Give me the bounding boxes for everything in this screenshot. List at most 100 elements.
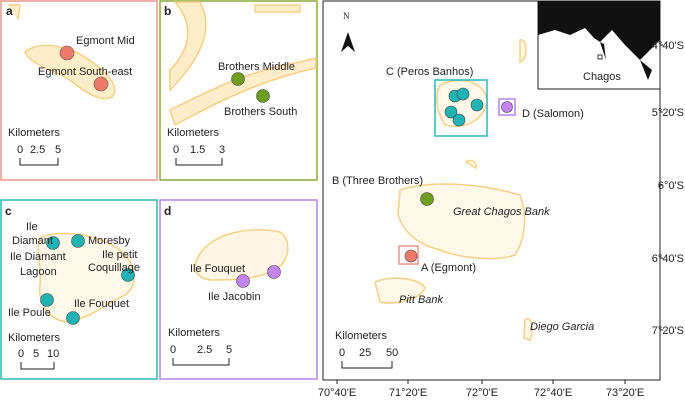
panel-a: a Egmont Mid Egmont South-east Kilometer… — [0, 0, 158, 181]
site-label: Ile Fouquet — [74, 298, 129, 310]
scale-title: Kilometers — [335, 330, 387, 342]
panel-d: d Ile Fouquet Ile Jacobin Kilometers 0 2… — [159, 199, 318, 380]
site-label: Ile Diamant — [10, 251, 66, 263]
site-label: Brothers South — [224, 106, 297, 118]
site-dot — [452, 113, 466, 127]
panel-frame — [0, 0, 158, 181]
site-dot — [236, 274, 250, 288]
reef — [169, 1, 207, 92]
site-label: C (Peros Banhos) — [386, 66, 473, 78]
pitt-bank — [374, 277, 426, 304]
reef — [464, 39, 533, 341]
scale-tick: 5 — [55, 144, 61, 156]
scale-title: Kilometers — [167, 127, 219, 139]
site-label: Ile Poule — [8, 307, 51, 319]
site-box — [398, 245, 419, 265]
site-label: Ile — [26, 221, 38, 233]
site-label: Coquillage — [88, 262, 140, 274]
place-label: Great Chagos Bank — [453, 206, 550, 218]
x-tick-label: 72°40'E — [534, 387, 572, 399]
scale-tick: 0 — [170, 344, 176, 356]
place-label: Pitt Bank — [399, 294, 444, 306]
scale-bar — [172, 358, 230, 366]
main-map: N Chagos C (Peros Banhos) D (Salomon) B … — [318, 0, 684, 399]
scale-tick: 10 — [47, 348, 59, 360]
scale-bar — [175, 158, 223, 166]
panel-letter: c — [5, 204, 12, 218]
x-axis: 70°40'E 71°20'E 72°0'E 72°40'E 73°20'E — [318, 380, 644, 399]
scale-tick: 25 — [359, 347, 371, 359]
scale-tick: 5 — [226, 344, 232, 356]
place-label: Diego Garcia — [530, 321, 594, 333]
scale-tick: 0 — [173, 144, 179, 156]
panel-letter: b — [164, 4, 171, 18]
site-dot — [231, 72, 245, 86]
scale-tick: 2.5 — [30, 144, 45, 156]
reef — [254, 4, 301, 13]
x-tick-label: 70°40'E — [318, 387, 356, 399]
scale-bar — [341, 361, 393, 369]
site-label: Egmont South-east — [38, 66, 132, 78]
x-tick-label: 72°0'E — [466, 387, 498, 399]
scale-tick: 2.5 — [197, 344, 212, 356]
site-label: D (Salomon) — [522, 108, 584, 120]
site-dot — [121, 268, 135, 282]
site-dot — [46, 236, 60, 250]
site-dot — [404, 249, 418, 263]
site-box — [498, 98, 516, 116]
reef — [8, 4, 21, 21]
site-dot — [444, 105, 458, 119]
site-dot — [501, 101, 513, 113]
scale-title: Kilometers — [8, 127, 60, 139]
site-dot — [470, 98, 484, 112]
site-label: Ile petit — [102, 249, 137, 261]
panel-b: b Brothers Middle Brothers South Kilomet… — [159, 0, 318, 181]
reef — [169, 57, 317, 127]
site-label: Ile Fouquet — [190, 263, 245, 275]
axis-ticks — [660, 44, 663, 331]
site-label: Diamant — [12, 235, 53, 247]
site-dot — [59, 45, 75, 61]
scale-tick: 0 — [18, 348, 24, 360]
y-tick-label: 6°0'S — [658, 180, 684, 192]
site-dot — [456, 87, 470, 101]
north-arrow — [341, 32, 355, 52]
scale-tick: 1.5 — [190, 144, 205, 156]
site-dot — [71, 234, 85, 248]
y-tick-label: 7°20'S — [652, 325, 684, 337]
atoll — [37, 232, 135, 323]
inset-marker — [597, 54, 603, 60]
site-dot — [66, 311, 80, 325]
site-label: Ile Jacobin — [208, 291, 261, 303]
site-dot — [256, 89, 270, 103]
scale-title: Kilometers — [168, 327, 220, 339]
y-tick-label: 4°40'S — [652, 40, 684, 52]
x-tick-label: 71°20'E — [389, 387, 427, 399]
scale-tick: 0 — [17, 144, 23, 156]
site-dot — [93, 76, 109, 92]
panel-c: c Ile Diamant Moresby Ile petit Coquilla… — [0, 199, 158, 380]
site-label: Lagoon — [20, 266, 57, 278]
y-tick-label: 5°20'S — [652, 107, 684, 119]
scale-tick: 50 — [386, 347, 398, 359]
site-label: Brothers Middle — [218, 61, 295, 73]
inset-land — [538, 1, 660, 60]
scale-tick: 0 — [339, 347, 345, 359]
site-dot — [267, 265, 281, 279]
scale-tick: 5 — [33, 348, 39, 360]
site-label: B (Three Brothers) — [332, 175, 423, 187]
scale-title: Kilometers — [8, 332, 60, 344]
y-tick-label: 6°40'S — [652, 253, 684, 265]
site-label: Moresby — [88, 235, 131, 247]
panel-letter: d — [164, 204, 171, 218]
inset-land — [600, 42, 652, 80]
x-tick-label: 73°20'E — [606, 387, 644, 399]
site-dot — [40, 293, 54, 307]
scale-tick: 3 — [219, 144, 225, 156]
panel-letter: a — [6, 4, 13, 18]
scale-bar — [19, 158, 59, 166]
axis-ticks — [336, 380, 626, 384]
inset-label: Chagos — [583, 71, 621, 83]
north-label: N — [343, 11, 350, 21]
